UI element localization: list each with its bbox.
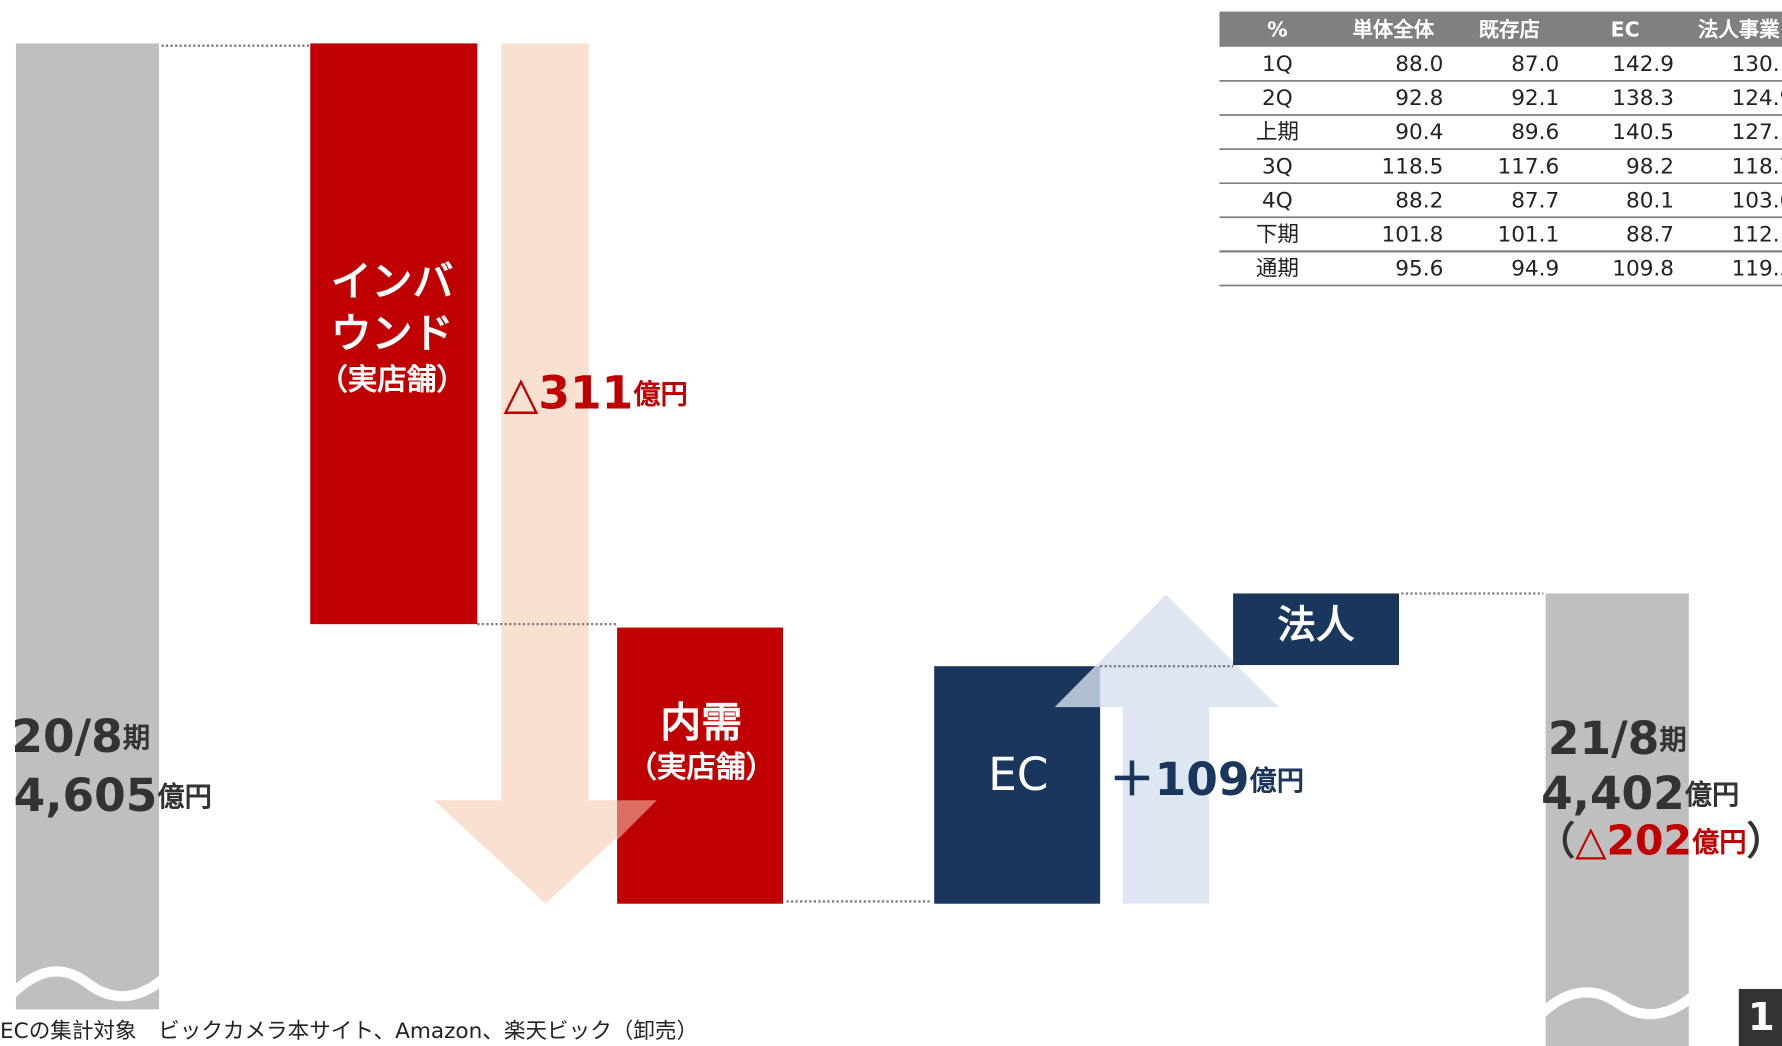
table-cell: 142.9: [1612, 52, 1674, 77]
table-cell: 3Q: [1262, 154, 1293, 179]
table-cell: 87.0: [1511, 52, 1559, 77]
table-cell: 90.4: [1395, 120, 1443, 145]
table-header: 法人事業: [1698, 17, 1780, 41]
table-cell: 94.9: [1511, 257, 1559, 282]
start-bar: [15, 43, 160, 1010]
domestic-label: 内需: [660, 698, 742, 746]
table-cell: 127.1: [1732, 120, 1782, 145]
table-cell: 101.8: [1382, 222, 1444, 247]
table-cell: 88.2: [1395, 188, 1443, 213]
increase-label: ＋109億円: [1109, 753, 1304, 806]
table-cell: 112.1: [1732, 222, 1782, 247]
table-cell: 92.8: [1395, 86, 1443, 111]
end-change: （△202億円）: [1537, 816, 1782, 864]
table-cell: 95.6: [1395, 257, 1443, 282]
start-amount: 4,605億円: [14, 769, 212, 822]
table-cell: 101.1: [1497, 222, 1559, 247]
table-cell: 98.2: [1626, 154, 1674, 179]
corporate-bar: [1233, 593, 1400, 666]
table-cell: 130.1: [1732, 52, 1782, 77]
table-cell: 109.8: [1612, 257, 1674, 282]
table-cell: 87.7: [1511, 188, 1559, 213]
end-bar: [1545, 593, 1689, 1046]
table-header: 単体全体: [1352, 17, 1434, 41]
footnote: ECの集計対象 ビックカメラ本サイト、Amazon、楽天ビック（卸売）: [0, 1019, 698, 1044]
table-cell: 119.5: [1732, 257, 1782, 282]
domestic-sub: （実店舗）: [627, 750, 775, 784]
table-header: EC: [1611, 17, 1640, 41]
table-cell: 117.6: [1497, 154, 1559, 179]
up-arrow: [1054, 594, 1279, 904]
down-arrow: [434, 43, 657, 904]
table-cell: 118.7: [1732, 154, 1782, 179]
inbound-bar: [310, 43, 478, 625]
table-cell: 118.5: [1382, 154, 1444, 179]
table-cell: 88.7: [1626, 222, 1674, 247]
table-cell: 124.9: [1732, 86, 1782, 111]
table-cell: 88.0: [1395, 52, 1443, 77]
table-cell: 2Q: [1262, 86, 1293, 111]
table-cell: 上期: [1256, 120, 1299, 145]
table-cell: 92.1: [1511, 86, 1559, 111]
inbound-label: ウンド: [331, 310, 454, 358]
end-period: 21/8期: [1548, 712, 1687, 765]
table-header: 既存店: [1479, 17, 1540, 41]
table-cell: 下期: [1256, 222, 1299, 247]
corporate-label: 法人: [1277, 603, 1355, 648]
end-amount: 4,402億円: [1541, 766, 1739, 819]
table-cell: 通期: [1256, 257, 1299, 282]
table-cell: 4Q: [1262, 188, 1293, 213]
table-cell: 138.3: [1612, 86, 1674, 111]
break-wave: [7, 966, 169, 1002]
inbound-label: インバ: [331, 257, 454, 305]
page-number: 1: [1748, 995, 1775, 1040]
inbound-sub: （実店舗）: [318, 362, 466, 396]
table-header: %: [1267, 17, 1287, 41]
table-cell: 1Q: [1262, 52, 1293, 77]
start-period: 20/8期: [11, 709, 150, 762]
page-number-box: [1738, 988, 1782, 1046]
decrease-label: △311億円: [503, 366, 687, 419]
domestic-bar: [617, 627, 784, 904]
ec-label: EC: [988, 748, 1048, 801]
break-wave: [1537, 987, 1697, 1020]
table: % 単体全体 既存店 EC 法人事業 1Q 88.0 87.0 142.9 130.1 2Q 92.8…: [1219, 11, 1782, 287]
table-cell: 80.1: [1626, 188, 1674, 213]
table-header-bg: [1219, 11, 1782, 47]
table-cell: 140.5: [1612, 120, 1674, 145]
table-cell: 103.6: [1732, 188, 1782, 213]
table-cell: 89.6: [1511, 120, 1559, 145]
